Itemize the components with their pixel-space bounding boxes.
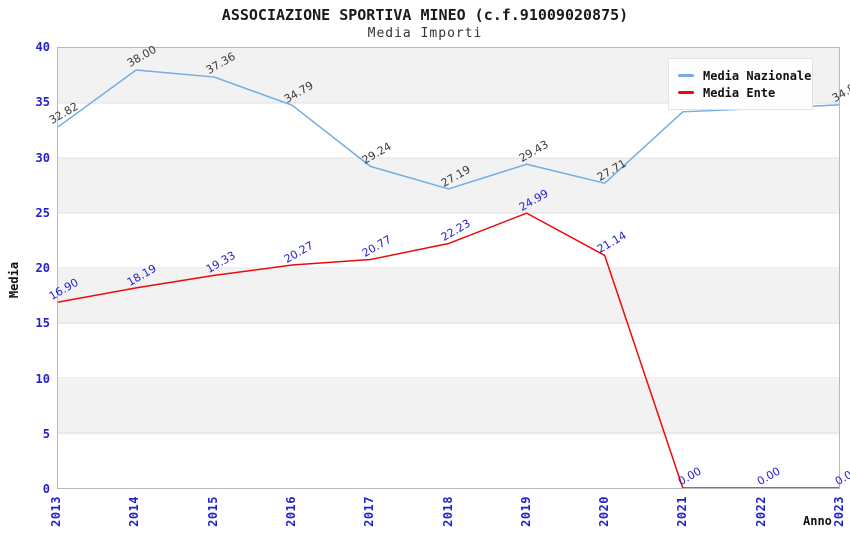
legend-line-swatch-nazionale-icon bbox=[678, 74, 694, 77]
x-tick-label: 2022 bbox=[753, 496, 768, 527]
y-tick-label: 30 bbox=[35, 150, 50, 165]
y-tick-label: 35 bbox=[35, 95, 50, 110]
y-axis-title: Media bbox=[7, 261, 21, 299]
x-tick-label: 2018 bbox=[440, 496, 455, 527]
y-tick-label: 20 bbox=[35, 261, 50, 275]
y-tick-label: 10 bbox=[35, 371, 50, 386]
chart-title: ASSOCIAZIONE SPORTIVA MINEO (c.f.9100902… bbox=[221, 6, 629, 24]
x-tick-label: 2015 bbox=[205, 496, 220, 527]
y-tick-label: 0 bbox=[42, 482, 50, 496]
legend-line-swatch-ente-icon bbox=[678, 91, 694, 94]
legend: Media Nazionale Media Ente bbox=[668, 58, 813, 110]
legend-label: Media Nazionale bbox=[703, 68, 812, 83]
x-tick-label: 2021 bbox=[675, 496, 690, 527]
series-line-media-ente bbox=[58, 212, 839, 488]
series-line-media-nazionale bbox=[58, 69, 839, 190]
series-lines-svg bbox=[58, 69, 839, 488]
y-tick-label: 40 bbox=[35, 40, 50, 54]
legend-item-media-ente: Media Ente bbox=[678, 85, 803, 100]
x-tick-label: 2013 bbox=[49, 496, 63, 527]
y-tick-label: 25 bbox=[35, 205, 50, 220]
x-tick-label: 2014 bbox=[127, 496, 142, 527]
x-tick-label: 2023 bbox=[832, 496, 846, 527]
plot-area bbox=[57, 47, 840, 489]
x-tick-label: 2019 bbox=[518, 496, 533, 527]
x-tick-label: 2016 bbox=[283, 496, 298, 527]
legend-item-media-nazionale: Media Nazionale bbox=[678, 68, 811, 83]
legend-label: Media Ente bbox=[703, 85, 776, 100]
x-tick-label: 2017 bbox=[362, 496, 377, 527]
y-tick-label: 5 bbox=[42, 426, 50, 441]
y-tick-label: 15 bbox=[35, 316, 50, 331]
x-axis-title: Anno bbox=[803, 514, 832, 528]
x-tick-label: 2020 bbox=[597, 496, 612, 527]
chart-subtitle: Media Importi bbox=[367, 26, 483, 41]
